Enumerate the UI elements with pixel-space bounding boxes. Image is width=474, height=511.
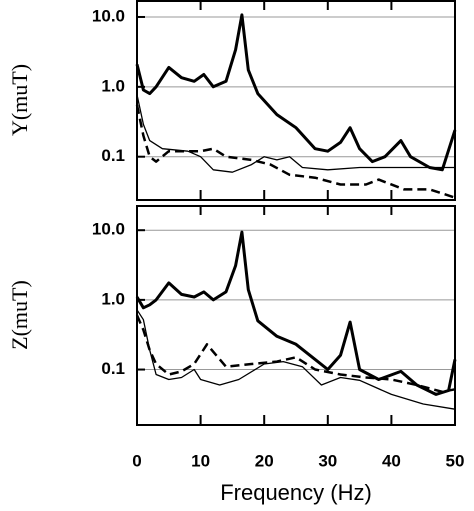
- plot-frame: [136, 0, 456, 201]
- x-tick-label: 10: [191, 451, 210, 470]
- x-tick-label: 50: [446, 451, 465, 470]
- y-tick-label: 10.0: [92, 220, 125, 239]
- y-tick-label: 1.0: [101, 76, 125, 95]
- y-axis-label: Y(muT): [7, 64, 32, 136]
- y-tick-label: 10.0: [92, 6, 125, 25]
- x-tick-label: 30: [318, 451, 337, 470]
- series-line: [136, 94, 455, 173]
- series-line: [136, 309, 456, 410]
- plot-frame: [136, 205, 456, 426]
- series-line: [135, 314, 456, 394]
- y-tick-label: 1.0: [101, 289, 125, 308]
- y-tick-label: 0.1: [101, 359, 125, 378]
- x-tick-label: 20: [255, 451, 274, 470]
- x-axis-label: Frequency (Hz): [220, 480, 372, 505]
- y-axis-label: Z(muT): [7, 280, 32, 350]
- x-tick-label: 40: [382, 451, 401, 470]
- series-line: [135, 13, 457, 172]
- series-line: [135, 230, 457, 396]
- y-tick-label: 0.1: [101, 146, 125, 165]
- x-tick-label: 0: [132, 451, 141, 470]
- series-line: [135, 104, 456, 199]
